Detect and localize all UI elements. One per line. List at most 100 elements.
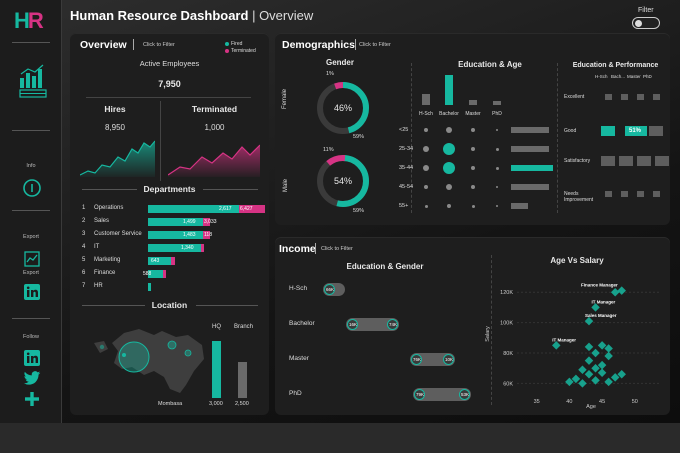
perf-cell[interactable] [601,156,615,166]
perf-cell[interactable] [653,94,660,100]
department-fired-bar[interactable] [148,283,151,291]
age-edu-dot[interactable] [495,166,499,170]
bottom-strip [0,423,680,453]
age-bar[interactable] [511,184,549,190]
age-edu-dot[interactable] [446,127,452,133]
perf-cell[interactable] [637,94,644,100]
income-dot-low[interactable] [324,284,335,295]
age-edu-dot[interactable] [424,204,428,208]
app-title: Human Resource Dashboard [70,8,249,23]
department-name[interactable]: Marketing [94,257,121,263]
age-edu-dot[interactable] [443,162,455,174]
income-range-bar[interactable] [346,318,399,331]
income-dot-low[interactable] [414,389,425,400]
female-donut[interactable] [315,80,371,136]
department-terminated-bar[interactable] [239,205,265,213]
age-edu-dot[interactable] [471,128,475,132]
filter-toggle[interactable] [632,17,660,29]
perf-cell[interactable] [653,191,660,197]
perf-cell[interactable] [637,191,644,197]
age-edu-dot[interactable] [495,147,499,151]
perf-cell[interactable] [621,94,628,100]
male-donut[interactable] [315,153,371,209]
age-edu-dot[interactable] [496,129,498,131]
department-fired-bar[interactable] [148,244,201,252]
age-edu-dot[interactable] [424,128,428,132]
perf-cell[interactable] [655,156,669,166]
linkedin-icon[interactable] [24,350,40,366]
age-bar[interactable] [511,165,553,171]
filter-label: Filter [638,7,654,14]
demographics-click-filter[interactable]: Click to Filter [359,42,391,48]
perf-cell[interactable] [619,156,633,166]
age-edu-dot[interactable] [471,166,475,170]
income-click-filter[interactable]: Click to Filter [321,246,353,252]
age-edu-dot[interactable] [471,204,475,208]
dashboard-chart-icon[interactable] [18,64,48,98]
department-fired-bar[interactable] [148,218,203,226]
edu-label: H-Sch [419,111,433,117]
department-name[interactable]: HR [94,283,103,289]
age-edu-dot[interactable] [424,185,428,189]
info-icon[interactable] [22,178,42,198]
income-range-bar[interactable] [413,388,471,401]
perf-cell[interactable] [625,126,647,136]
hq-bar[interactable] [212,341,221,398]
perf-cell[interactable] [605,94,612,100]
department-name[interactable]: IT [94,244,100,250]
department-fired-bar[interactable] [148,270,163,278]
plus-icon[interactable] [25,392,39,406]
age-edu-dot[interactable] [471,185,475,189]
income-dot-high[interactable] [459,389,470,400]
department-name[interactable]: Operations [94,205,124,211]
location-map[interactable] [84,323,209,395]
edu-bar[interactable] [422,94,430,105]
age-edu-dot[interactable] [496,186,498,188]
age-edu-dot[interactable] [423,165,429,171]
age-salary-scatter[interactable]: 120K 100K 80K 60K 35 40 45 50 Age Salary Finance M… [481,269,667,411]
scatter-point [597,368,607,378]
department-terminated-bar[interactable] [171,257,175,265]
perf-cell[interactable] [637,156,651,166]
age-edu-dot[interactable] [471,147,475,151]
department-terminated-bar[interactable] [201,244,204,252]
income-dot-high[interactable] [387,319,398,330]
department-terminated-bar[interactable] [163,270,166,278]
age-edu-dot[interactable] [443,143,455,155]
edu-bar[interactable] [469,100,477,105]
department-name[interactable]: Sales [94,218,110,224]
department-name[interactable]: Customer Service [94,231,142,237]
department-name[interactable]: Finance [94,270,116,276]
income-dot-high[interactable] [443,354,454,365]
department-terminated-bar[interactable] [203,218,210,226]
perf-cell[interactable] [621,191,628,197]
linkedin-icon[interactable] [24,284,40,300]
department-terminated-bar[interactable] [203,231,210,239]
overview-click-filter[interactable]: Click to Filter [143,42,175,48]
edu-bar[interactable] [445,75,453,105]
perf-cell[interactable] [605,191,612,197]
edu-bar[interactable] [493,101,501,105]
department-rank: 6 [82,270,86,276]
age-edu-dot[interactable] [447,204,451,208]
perf-cell[interactable] [601,126,615,136]
age-bar[interactable] [511,203,528,209]
chart-line-icon[interactable] [24,251,40,267]
twitter-icon[interactable] [23,371,41,386]
department-fired-bar[interactable] [148,231,203,239]
perf-col-label: Bach... [611,74,626,79]
income-dot-low[interactable] [411,354,422,365]
perf-cell[interactable] [649,126,663,136]
age-edu-dot[interactable] [496,205,498,207]
age-edu-dot[interactable] [446,184,452,190]
age-edu-dot[interactable] [423,146,429,152]
department-fired-bar[interactable] [148,257,171,265]
branch-bar[interactable] [238,362,247,398]
demographics-panel: Demographics Click to Filter Gender 1% 4… [275,33,670,225]
department-fired-bar[interactable] [148,205,239,213]
age-bar[interactable] [511,127,549,133]
perf-row-label: Excellent [564,94,585,100]
department-rank: 4 [82,244,86,250]
income-dot-low[interactable] [347,319,358,330]
age-bar[interactable] [511,146,549,152]
